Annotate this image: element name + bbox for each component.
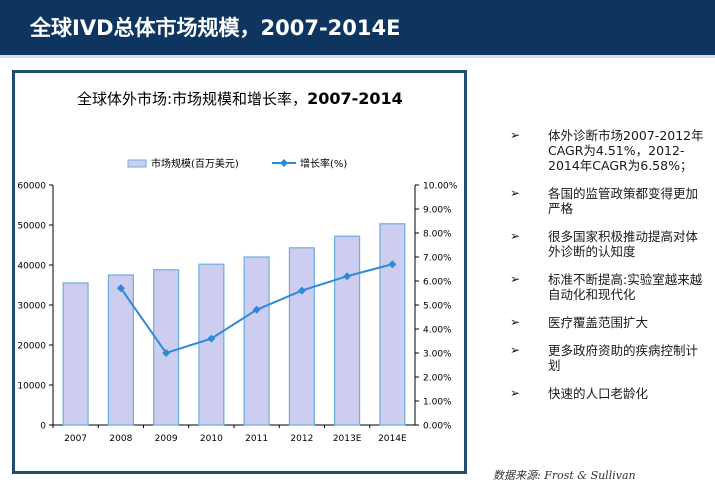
bullet-text: 标准不断提高:实验室越来越自动化和现代化 [548, 272, 703, 302]
x-axis-tick-label: 2007 [64, 434, 87, 444]
bullet-item: ➢ 标准不断提高:实验室越来越自动化和现代化 [510, 272, 710, 302]
header-divider [0, 55, 715, 58]
arrow-bullet-icon: ➢ [510, 186, 521, 200]
arrow-bullet-icon: ➢ [510, 315, 521, 329]
growth-point [162, 349, 171, 357]
header-bar: 全球IVD总体市场规模，2007-2014E [0, 0, 715, 55]
bullet-text: 更多政府资助的疾病控制计划 [548, 343, 699, 373]
bullet-text: 医疗覆盖范围扩大 [548, 315, 649, 330]
growth-point [252, 305, 261, 314]
left-axis-tick-label: 30000 [17, 302, 46, 312]
growth-point [343, 272, 352, 281]
bullet-list: ➢ 体外诊断市场2007-2012年CAGR为4.51%，2012-2014年CA… [510, 128, 710, 414]
right-axis-tick-label: 7.00% [423, 254, 452, 264]
arrow-bullet-icon: ➢ [510, 272, 521, 286]
legend-line-marker [280, 159, 288, 167]
right-axis-tick-label: 8.00% [423, 230, 452, 240]
x-axis-tick-label: 2010 [200, 434, 223, 444]
bar [153, 269, 180, 426]
bullet-text: 各国的监管政策都变得更加严格 [548, 186, 699, 216]
left-axis-tick-label: 0 [40, 422, 46, 432]
chart-title-years: 2007-2014 [307, 89, 403, 108]
bullet-item: ➢ 体外诊断市场2007-2012年CAGR为4.51%，2012-2014年CA… [510, 128, 710, 173]
x-axis-tick-label: 2014E [378, 434, 407, 444]
bar [243, 256, 270, 426]
right-axis-tick-label: 10.00% [423, 182, 458, 192]
arrow-bullet-icon: ➢ [510, 128, 521, 142]
arrow-bullet-icon: ➢ [510, 229, 521, 243]
bar [107, 274, 134, 426]
right-axis-tick-label: 6.00% [423, 278, 452, 288]
right-axis-tick-label: 1.00% [423, 398, 452, 408]
left-axis-tick-label: 10000 [17, 382, 46, 392]
x-axis-tick-label: 2008 [109, 434, 132, 444]
growth-point [116, 284, 125, 293]
left-axis-tick-label: 60000 [17, 182, 46, 192]
x-axis-tick-label: 2013E [333, 434, 362, 444]
right-axis-tick-label: 0.00% [423, 422, 452, 432]
right-axis-tick-label: 4.00% [423, 326, 452, 336]
right-axis-tick-label: 3.00% [423, 350, 452, 360]
legend-line-label: 增长率(%) [300, 157, 347, 170]
left-axis-tick-label: 50000 [17, 222, 46, 232]
right-axis-tick-label: 9.00% [423, 206, 452, 216]
legend-bar-label: 市场规模(百万美元) [151, 157, 239, 170]
legend-bar-swatch [127, 159, 147, 168]
bar [62, 282, 89, 426]
right-axis-tick-label: 5.00% [423, 302, 452, 312]
arrow-bullet-icon: ➢ [510, 343, 521, 357]
growth-point [297, 286, 306, 295]
page-title: 全球IVD总体市场规模，2007-2014E [30, 16, 401, 40]
bullet-text: 快速的人口老龄化 [548, 386, 649, 401]
bullet-item: ➢ 各国的监管政策都变得更加严格 [510, 186, 710, 216]
bar [288, 247, 315, 426]
bar [379, 223, 406, 426]
bullet-text: 很多国家积极推动提高对体外诊断的认知度 [548, 229, 699, 259]
left-axis-tick-label: 20000 [17, 342, 46, 352]
chart-title: 全球体外市场:市场规模和增长率，2007-2014 [77, 88, 403, 109]
bar [198, 263, 225, 426]
bullet-item: ➢ 医疗覆盖范围扩大 [510, 315, 710, 330]
chart-title-prefix: 全球体外市场:市场规模和增长率， [77, 90, 308, 108]
x-axis-tick-label: 2012 [290, 434, 313, 444]
growth-point [207, 334, 216, 343]
growth-point [388, 260, 397, 269]
left-axis-tick-label: 40000 [17, 262, 46, 272]
bullet-item: ➢ 很多国家积极推动提高对体外诊断的认知度 [510, 229, 710, 259]
bullet-item: ➢ 快速的人口老龄化 [510, 386, 710, 401]
arrow-bullet-icon: ➢ [510, 386, 521, 400]
x-axis-tick-label: 2011 [245, 434, 268, 444]
bar [334, 235, 361, 426]
source-note: 数据来源: Frost & Sullivan [493, 469, 636, 482]
right-axis-tick-label: 2.00% [423, 374, 452, 384]
x-axis-tick-label: 2009 [155, 434, 178, 444]
bullet-text: 体外诊断市场2007-2012年CAGR为4.51%，2012-2014年CAG… [548, 128, 704, 173]
bullet-item: ➢ 更多政府资助的疾病控制计划 [510, 343, 710, 373]
